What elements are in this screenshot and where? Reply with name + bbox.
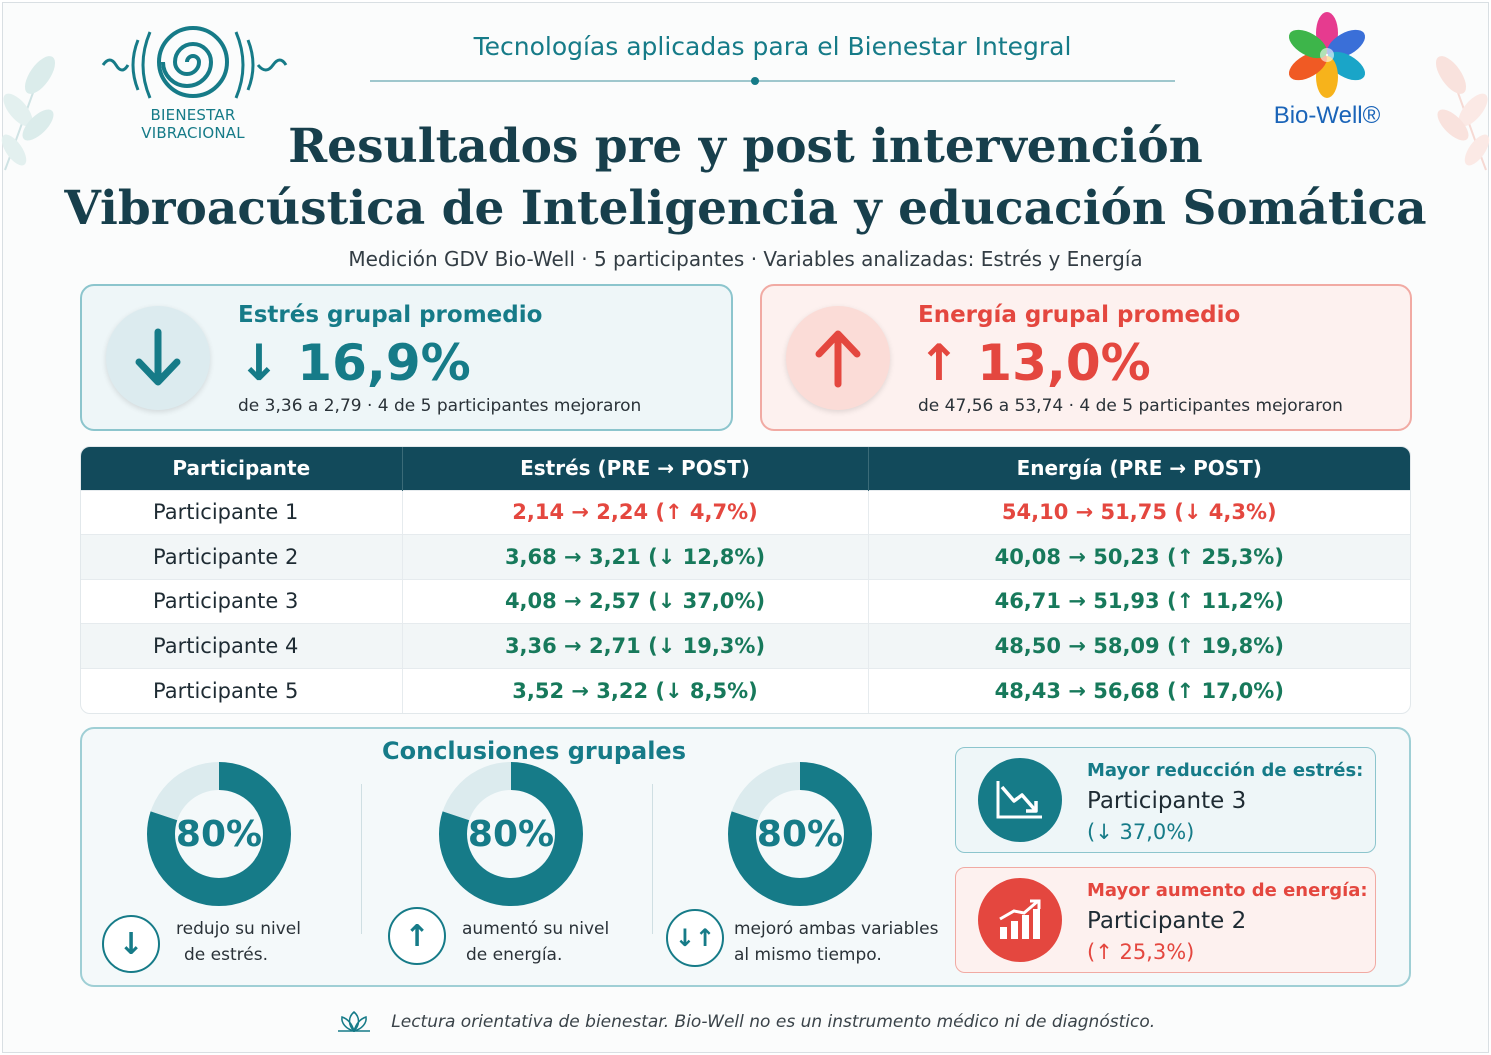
footer-disclaimer: Lectura orientativa de bienestar. Bio-We… bbox=[0, 1011, 1491, 1033]
stress-change: 3,36 → 2,71 (↓ 19,3%) bbox=[402, 623, 869, 668]
participant-name: Participante 1 bbox=[81, 489, 403, 535]
stress-change: 2,14 → 2,24 (↑ 4,7%) bbox=[402, 489, 869, 535]
stress-summary-value: ↓ 16,9% bbox=[238, 334, 471, 392]
header-stress: Estrés (PRE → POST) bbox=[402, 447, 869, 490]
arrow-down-icon: ↓ bbox=[102, 915, 160, 973]
stat-text-line: al mismo tiempo. bbox=[734, 945, 882, 965]
divider bbox=[361, 784, 362, 934]
title-line-1: Resultados pre y post intervención bbox=[288, 119, 1203, 174]
stress-summary-detail: de 3,36 a 2,79 · 4 de 5 participantes me… bbox=[238, 396, 642, 416]
energy-change: 46,71 → 51,93 (↑ 11,2%) bbox=[868, 578, 1410, 624]
title-line-2: Vibroacústica de Inteligencia y educació… bbox=[64, 181, 1427, 236]
both-improved-text: mejoró ambas variables al mismo tiempo. bbox=[734, 916, 938, 968]
tagline-divider bbox=[370, 80, 1175, 82]
footer-note: Lectura orientativa de bienestar. Bio-We… bbox=[391, 1012, 1156, 1032]
top-energy-participant: Participante 2 bbox=[1087, 908, 1247, 934]
bar-chart-up-icon bbox=[978, 878, 1062, 962]
energy-change: 48,50 → 58,09 (↑ 19,8%) bbox=[868, 623, 1410, 668]
tagline-dot bbox=[751, 77, 759, 85]
energy-change: 48,43 → 56,68 (↑ 17,0%) bbox=[868, 667, 1410, 713]
table-row: Participante 4 3,36 → 2,71 (↓ 19,3%) 48,… bbox=[81, 623, 1410, 668]
top-stress-participant: Participante 3 bbox=[1087, 788, 1247, 814]
energy-summary-card: Energía grupal promedio ↑ 13,0% de 47,56… bbox=[760, 284, 1412, 431]
conclusions-panel: Conclusiones grupales 80% ↓ redujo su ni… bbox=[80, 727, 1411, 987]
trend-down-chart-icon bbox=[978, 758, 1062, 842]
stat-text-line: mejoró ambas variables bbox=[734, 919, 939, 939]
page-title: Resultados pre y post intervención Vibro… bbox=[0, 116, 1491, 240]
stress-change: 4,08 → 2,57 (↓ 37,0%) bbox=[402, 578, 869, 624]
table-row: Participante 5 3,52 → 3,22 (↓ 8,5%) 48,4… bbox=[81, 667, 1410, 713]
brand-name-left: BIENESTAR VIBRACIONAL bbox=[141, 106, 245, 142]
brand-name-right: Bio-Well® bbox=[1273, 102, 1381, 129]
tagline: Tecnologías aplicadas para el Bienestar … bbox=[473, 32, 1072, 61]
stat-text-line: redujo su nivel bbox=[176, 919, 301, 939]
table-row: Participante 3 4,08 → 2,57 (↓ 37,0%) 46,… bbox=[81, 578, 1410, 624]
top-energy-label: Mayor aumento de energía: bbox=[1087, 880, 1368, 901]
both-improved-donut: 80% bbox=[725, 759, 875, 909]
energy-change: 54,10 → 51,75 (↓ 4,3%) bbox=[868, 489, 1410, 535]
energy-change: 40,08 → 50,23 (↑ 25,3%) bbox=[868, 534, 1410, 579]
participant-name: Participante 2 bbox=[81, 534, 403, 579]
stat-text-line: de estrés. bbox=[184, 945, 268, 965]
stat-text-line: aumentó su nivel bbox=[462, 919, 610, 939]
page-subtitle: Medición GDV Bio-Well · 5 participantes … bbox=[348, 247, 1143, 271]
stat-text-line: de energía. bbox=[466, 945, 563, 965]
bio-well-logo: Bio-Well® bbox=[1262, 12, 1392, 130]
results-table: Participante Estrés (PRE → POST) Energía… bbox=[80, 446, 1411, 714]
leaf-decoration-right bbox=[1435, 56, 1490, 171]
arrow-up-icon: ↑ bbox=[388, 907, 446, 965]
arrow-up-icon bbox=[786, 306, 890, 410]
energy-summary-value: ↑ 13,0% bbox=[918, 334, 1151, 392]
top-stress-label: Mayor reducción de estrés: bbox=[1087, 760, 1364, 781]
stress-change: 3,68 → 3,21 (↓ 12,8%) bbox=[402, 534, 869, 579]
stress-summary-card: Estrés grupal promedio ↓ 16,9% de 3,36 a… bbox=[80, 284, 733, 431]
conclusions-title: Conclusiones grupales bbox=[382, 737, 686, 765]
bienestar-vibracional-logo: BIENESTAR VIBRACIONAL bbox=[98, 20, 288, 142]
stress-reduction-text: redujo su nivel de estrés. bbox=[176, 916, 301, 968]
top-stress-reduction-card: Mayor reducción de estrés: Participante … bbox=[955, 747, 1376, 853]
spiral-wave-icon bbox=[101, 26, 288, 99]
table-row: Participante 1 2,14 → 2,24 (↑ 4,7%) 54,1… bbox=[81, 489, 1410, 535]
energy-summary-detail: de 47,56 a 53,74 · 4 de 5 participantes … bbox=[918, 396, 1343, 416]
table-header-row: Participante Estrés (PRE → POST) Energía… bbox=[81, 447, 1410, 490]
header-participant: Participante bbox=[81, 447, 403, 490]
arrow-down-icon bbox=[106, 306, 210, 410]
header-energy: Energía (PRE → POST) bbox=[868, 447, 1410, 490]
participant-name: Participante 3 bbox=[81, 578, 403, 624]
donut-percent: 80% bbox=[756, 813, 844, 855]
top-energy-value: (↑ 25,3%) bbox=[1087, 940, 1195, 964]
energy-summary-label: Energía grupal promedio bbox=[918, 302, 1241, 328]
flower-icon bbox=[1288, 12, 1366, 98]
divider bbox=[652, 784, 653, 934]
energy-increase-donut: 80% bbox=[436, 759, 586, 909]
table-row: Participante 2 3,68 → 3,21 (↓ 12,8%) 40,… bbox=[81, 534, 1410, 579]
stress-change: 3,52 → 3,22 (↓ 8,5%) bbox=[402, 667, 869, 713]
top-energy-increase-card: Mayor aumento de energía: Participante 2… bbox=[955, 867, 1376, 973]
participant-name: Participante 4 bbox=[81, 623, 403, 668]
energy-increase-text: aumentó su nivel de energía. bbox=[462, 916, 609, 968]
top-stress-value: (↓ 37,0%) bbox=[1087, 820, 1195, 844]
donut-percent: 80% bbox=[175, 813, 263, 855]
lotus-icon bbox=[337, 1011, 370, 1033]
arrows-up-down-icon: ↓↑ bbox=[666, 909, 724, 967]
stress-reduction-donut: 80% bbox=[144, 759, 294, 909]
donut-percent: 80% bbox=[467, 813, 555, 855]
participant-name: Participante 5 bbox=[81, 667, 403, 713]
leaf-decoration-left bbox=[1, 56, 56, 171]
stress-summary-label: Estrés grupal promedio bbox=[238, 302, 543, 328]
